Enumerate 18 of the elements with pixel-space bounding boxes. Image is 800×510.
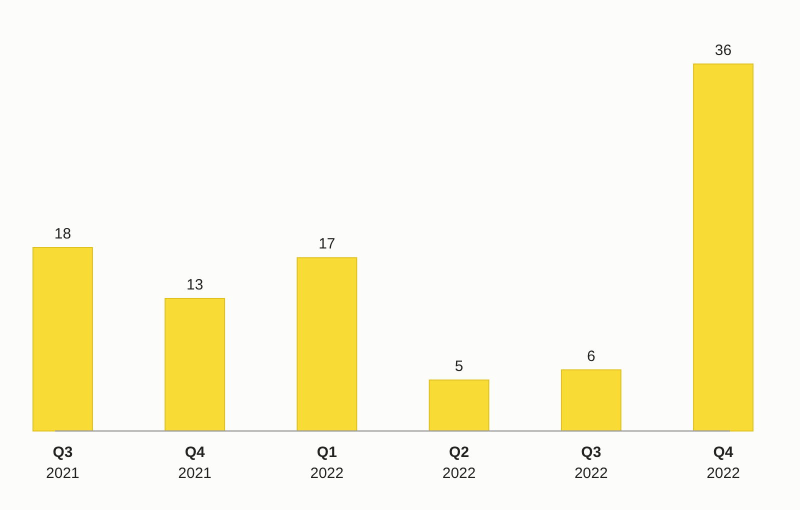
x-tick-label: Q2 2022: [442, 444, 476, 482]
x-tick-label: Q3 2022: [574, 444, 608, 482]
data-label: 13: [186, 276, 204, 294]
data-label: 18: [54, 226, 72, 242]
bar: [693, 64, 754, 432]
bar: [32, 247, 93, 432]
bar: [296, 257, 358, 432]
data-label: 6: [586, 348, 596, 365]
bar: [164, 298, 226, 432]
x-tick-label: Q4 2022: [706, 444, 740, 482]
data-label: 5: [454, 358, 464, 376]
x-tick-label: Q3 2021: [46, 444, 80, 482]
x-tick-label: Q4 2021: [178, 444, 212, 482]
x-tick-label: Q1 2022: [310, 444, 344, 482]
data-label: 36: [714, 42, 732, 59]
data-label: 17: [318, 236, 336, 253]
bar: [560, 369, 622, 432]
bar: [428, 380, 490, 432]
